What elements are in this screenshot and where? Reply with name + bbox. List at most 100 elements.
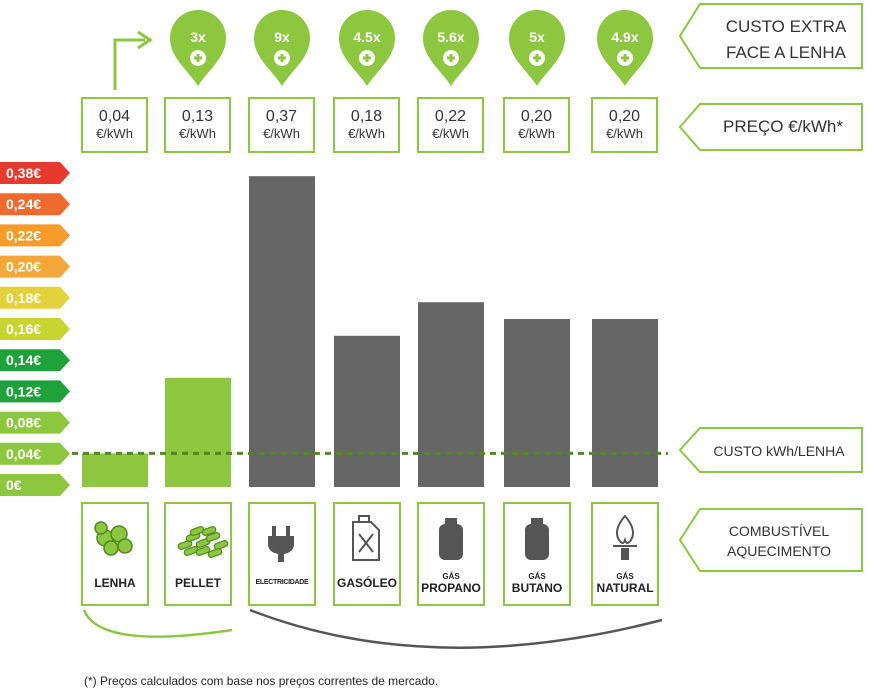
arrow-line [113,38,145,90]
arrow-custo-lenha [678,427,863,473]
multiplier-label: 4.9x [611,29,638,45]
bar-lenha [82,453,148,487]
arrow-head-icon [137,30,153,50]
label-combustivel-1: COMBUSTÍVEL [729,523,830,539]
price-box: 0,20 €/kWh [591,97,658,153]
price-unit: €/kWh [179,126,216,141]
price-value: 0,18 [350,108,383,125]
fuel-label-line2: BUTANO [511,581,563,595]
bar-gás-natural [592,319,658,487]
fuel-label-line1: GÁS [616,572,634,581]
price-unit: €/kWh [263,126,300,141]
scale-arrow [0,349,70,372]
price-value: 0,22 [434,108,467,125]
price-value: 0,13 [181,108,214,125]
price-box: 0,20 €/kWh [503,97,570,153]
scale-label: 0,18€ [6,290,41,306]
bar-gás-butano [504,319,570,487]
label-custo-extra-1: CUSTO EXTRA [726,17,847,36]
fuel-box-pellet: PELLET [164,502,232,606]
price-unit: €/kWh [432,126,469,141]
multiplier-pin: 4.9x [597,10,653,86]
fuel-label-line2: PROPANO [421,581,481,595]
label-combustivel-2: AQUECIMENTO [727,543,831,559]
scale-arrow [0,474,70,496]
scale-arrow [0,162,70,184]
fuel-box-gasóleo: GASÓLEO [333,502,401,606]
price-box: 0,04 €/kWh [81,97,148,153]
price-unit: €/kWh [348,126,385,141]
multiplier-label: 4.5x [353,29,380,45]
fuel-box-propano: GÁS PROPANO [417,502,485,606]
price-box: 0,37 €/kWh [248,97,315,153]
flame-icon [593,504,657,568]
fuel-label: GÁS BUTANO [505,568,569,610]
fuel-label: PELLET [166,568,230,614]
plus-icon [278,54,286,62]
multiplier-label: 3x [190,29,206,45]
plus-icon [447,54,455,62]
plus-icon [363,54,371,62]
scale-arrow [0,318,70,340]
arrow-custo-extra [678,3,863,69]
fuel-box-lenha: LENHA [81,502,149,606]
price-value: 0,04 [98,108,131,125]
multiplier-pin: 9x [254,10,310,86]
scale-label: 0,16€ [6,321,41,337]
price-box: 0,18 €/kWh [333,97,400,153]
pin-shape [339,10,395,86]
multiplier-pin: 3x [170,10,226,86]
scale-arrow [0,255,70,278]
scale-label: 0,38€ [6,165,41,181]
fuel-label-line2: LENHA [94,576,136,590]
multiplier-label: 5x [529,29,545,45]
price-value: 0,20 [608,108,641,125]
scale-label: 0,22€ [6,227,41,243]
scale-label: 0€ [6,477,22,493]
multiplier-pin: 5x [509,10,565,86]
price-unit: €/kWh [606,126,643,141]
price-value: 0,37 [265,108,298,125]
footnote: (*) Preços calculados com base nos preço… [84,674,439,688]
price-unit: €/kWh [96,126,133,141]
fuel-box-butano: GÁS BUTANO [503,502,571,606]
pellet-icon [166,504,230,568]
scale-arrow [0,224,70,247]
multiplier-pin: 4.5x [339,10,395,86]
fuel-label-line1: GÁS [528,572,546,581]
label-preco: PREÇO €/kWh* [723,117,843,136]
label-custo-extra-2: FACE A LENHA [726,43,847,62]
scale-label: 0,04€ [6,446,41,462]
pin-shape [170,10,226,86]
plus-icon [621,54,629,62]
bracket-gray [249,608,663,649]
scale-arrow [0,286,70,309]
bar-electricidade [249,176,315,487]
firewood-icon [83,504,147,568]
price-value: 0,20 [520,108,553,125]
scale-arrow [0,411,70,434]
fuel-label-line2: NATURAL [596,581,654,595]
scale-label: 0,20€ [6,259,41,275]
fuel-label-line2: ELECTRICIDADE [255,579,309,586]
pin-shape [597,10,653,86]
fuel-label-line2: GASÓLEO [336,576,397,590]
scale-label: 0,14€ [6,352,41,368]
fuel-label-line2: PELLET [174,576,221,590]
bar-gasóleo [334,335,400,487]
plus-icon [194,54,202,62]
bracket-green [82,609,233,638]
jerrycan-icon [335,504,399,568]
price-unit: €/kWh [518,126,555,141]
label-custo-lenha: CUSTO kWh/LENHA [713,443,845,459]
fuel-label: ELECTRICIDADE [250,568,314,614]
scale-arrow [0,442,70,465]
fuel-label: GÁS NATURAL [593,568,657,610]
pin-shape [254,10,310,86]
fuel-label-line1: GÁS [442,572,460,581]
scale-label: 0,12€ [6,383,41,399]
scale-arrow [0,380,70,403]
bar-gás-propano [418,302,484,487]
